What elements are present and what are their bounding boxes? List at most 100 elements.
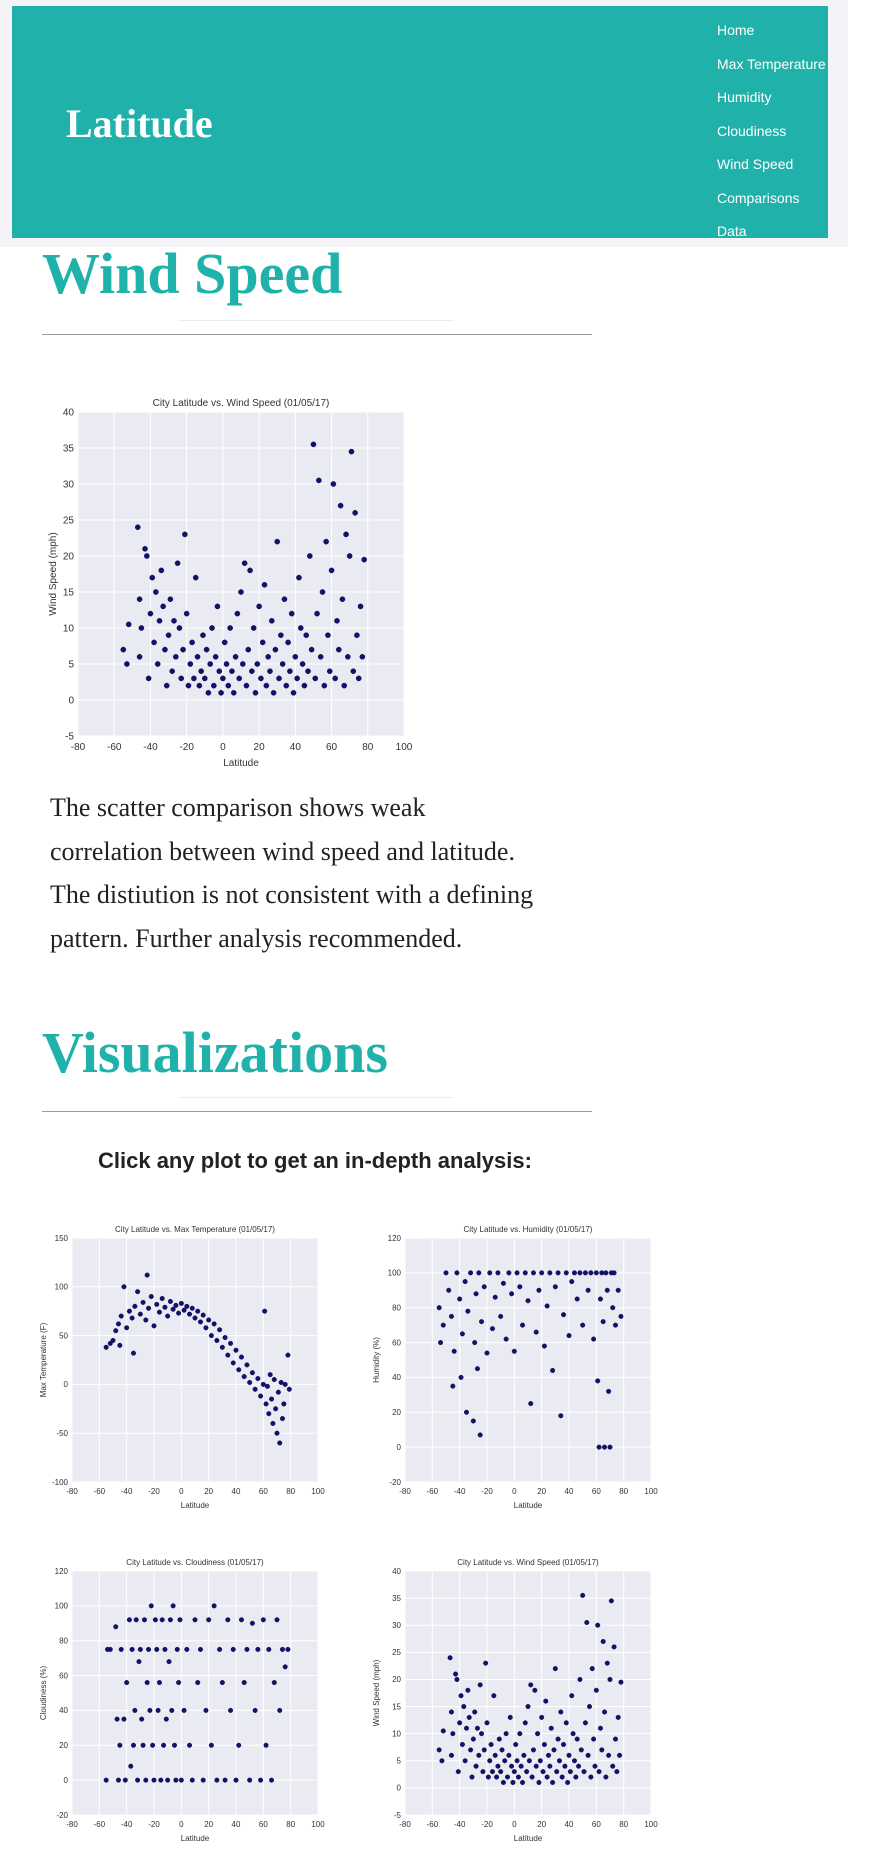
data-point bbox=[556, 1758, 562, 1764]
data-point bbox=[118, 1646, 124, 1652]
data-point bbox=[539, 1714, 545, 1720]
data-point bbox=[219, 1680, 225, 1686]
data-point bbox=[173, 1302, 179, 1308]
data-point bbox=[274, 1617, 280, 1623]
data-point bbox=[192, 574, 199, 581]
data-point bbox=[216, 668, 223, 675]
data-point bbox=[610, 1763, 616, 1769]
max-temperature-plot-thumbnail[interactable]: -80 -60 -40 -20 0 20 40 60 80 100 -100 -50 0 50 100 150… bbox=[39, 1218, 340, 1520]
data-point bbox=[262, 1308, 268, 1314]
data-point bbox=[545, 1752, 551, 1758]
data-point bbox=[281, 596, 288, 602]
data-point bbox=[607, 1676, 613, 1682]
nav-link-max-temperature[interactable]: Max Temperature bbox=[717, 55, 826, 72]
x-tick-label: -20 bbox=[481, 1487, 493, 1496]
data-point bbox=[592, 1763, 598, 1769]
data-point bbox=[591, 1336, 597, 1342]
data-point bbox=[266, 1646, 272, 1652]
data-point bbox=[328, 567, 335, 574]
wind-speed-description: The scatter comparison shows weak correl… bbox=[50, 793, 534, 953]
data-point bbox=[187, 661, 194, 667]
data-point bbox=[316, 477, 322, 484]
visualizations-heading: Visualizations bbox=[42, 1020, 388, 1085]
data-point bbox=[120, 646, 127, 653]
data-point bbox=[611, 1644, 617, 1650]
data-point bbox=[573, 1774, 579, 1780]
data-point bbox=[509, 1291, 515, 1297]
nav-link-cloudiness[interactable]: Cloudiness bbox=[717, 122, 787, 139]
x-tick-label: -80 bbox=[66, 1820, 78, 1829]
plot-area bbox=[78, 412, 404, 736]
data-point bbox=[258, 675, 264, 682]
data-point bbox=[533, 1329, 539, 1335]
wind-speed-plot-thumbnail[interactable]: -80 -60 -40 -20 0 20 40 60 80 100 -5 0 5 10 15 20 25 30 35… bbox=[372, 1551, 673, 1853]
data-point bbox=[159, 1296, 165, 1302]
data-point bbox=[495, 1763, 501, 1769]
data-point bbox=[492, 1752, 498, 1758]
data-point bbox=[602, 1444, 608, 1450]
data-point bbox=[211, 1321, 217, 1327]
data-point bbox=[610, 1305, 616, 1311]
data-point bbox=[277, 1707, 283, 1713]
data-point bbox=[361, 556, 367, 563]
data-point bbox=[503, 1336, 509, 1342]
data-point bbox=[600, 1638, 606, 1644]
data-point bbox=[454, 1270, 460, 1276]
data-point bbox=[521, 1752, 527, 1758]
x-tick-label: 20 bbox=[537, 1487, 546, 1496]
data-point bbox=[522, 1270, 528, 1276]
data-point bbox=[488, 1742, 494, 1748]
nav-link-comparisons[interactable]: Comparisons bbox=[717, 189, 800, 206]
nav-link-wind-speed[interactable]: Wind Speed bbox=[717, 156, 794, 172]
data-point bbox=[582, 1270, 588, 1276]
data-point bbox=[604, 1660, 610, 1666]
data-point bbox=[247, 1777, 253, 1783]
data-point bbox=[618, 1679, 624, 1685]
data-point bbox=[170, 1603, 176, 1609]
x-tick-label: 80 bbox=[286, 1487, 295, 1496]
data-point bbox=[520, 1779, 526, 1785]
cloudiness-plot-thumbnail[interactable]: -80 -60 -40 -20 0 20 40 60 80 100 -20 0 20 40 60 80 100 1… bbox=[39, 1551, 340, 1853]
data-point bbox=[214, 1777, 220, 1783]
data-point bbox=[182, 531, 188, 538]
data-point bbox=[205, 689, 212, 696]
site-brand[interactable]: Latitude bbox=[66, 101, 213, 146]
data-point bbox=[539, 1270, 545, 1276]
data-point bbox=[303, 632, 310, 638]
data-point bbox=[483, 1660, 489, 1666]
data-point bbox=[450, 1731, 456, 1737]
data-point bbox=[217, 1646, 223, 1652]
x-axis-label: Latitude bbox=[223, 758, 259, 769]
data-point bbox=[218, 689, 224, 696]
data-point bbox=[173, 1777, 179, 1783]
data-point bbox=[252, 689, 259, 696]
data-point bbox=[234, 610, 241, 617]
data-point bbox=[136, 653, 143, 660]
data-point bbox=[270, 1420, 276, 1426]
data-point bbox=[500, 1280, 506, 1286]
x-tick-label: -60 bbox=[94, 1820, 106, 1829]
y-tick-label: 100 bbox=[55, 1602, 69, 1611]
y-tick-label: 20 bbox=[392, 1408, 401, 1417]
data-point bbox=[510, 1779, 516, 1785]
data-point bbox=[267, 1372, 273, 1378]
nav-link-humidity[interactable]: Humidity bbox=[717, 89, 772, 105]
data-point bbox=[294, 675, 300, 682]
data-point bbox=[607, 1444, 613, 1450]
data-point bbox=[238, 589, 244, 595]
nav-link-data[interactable]: Data bbox=[717, 223, 747, 239]
data-point bbox=[110, 1337, 116, 1343]
plot-area bbox=[405, 1571, 651, 1815]
data-point bbox=[264, 1383, 270, 1389]
data-point bbox=[571, 1758, 577, 1764]
y-axis-label: Wind Speed (mph) bbox=[372, 1659, 381, 1726]
data-point bbox=[574, 1736, 580, 1742]
nav-link-home[interactable]: Home bbox=[717, 22, 755, 38]
humidity-plot-thumbnail[interactable]: -80 -60 -40 -20 0 20 40 60 80 100 -20 0 20 40 60 80 100 1… bbox=[372, 1218, 673, 1520]
data-point bbox=[176, 1310, 182, 1316]
data-point bbox=[612, 1322, 618, 1328]
data-point bbox=[283, 682, 290, 689]
data-point bbox=[550, 1367, 556, 1373]
data-point bbox=[124, 1325, 130, 1331]
data-point bbox=[139, 1716, 145, 1722]
